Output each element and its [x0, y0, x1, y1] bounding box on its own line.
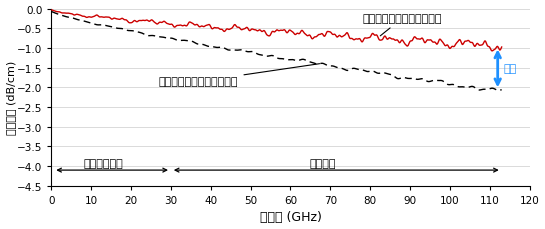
Text: 印刷技術で作製した伝送路: 印刷技術で作製した伝送路	[362, 14, 441, 37]
Text: ミリ波帯: ミリ波帯	[309, 158, 336, 168]
X-axis label: 周波数 (GHz): 周波数 (GHz)	[259, 210, 322, 224]
Text: マイクロ波帯: マイクロ波帯	[83, 158, 123, 168]
Text: 改善: 改善	[504, 64, 517, 74]
Text: 従来技術で作製した伝送路: 従来技術で作製した伝送路	[159, 64, 319, 87]
Y-axis label: 伝送特性 (dB/cm): 伝送特性 (dB/cm)	[5, 61, 16, 135]
